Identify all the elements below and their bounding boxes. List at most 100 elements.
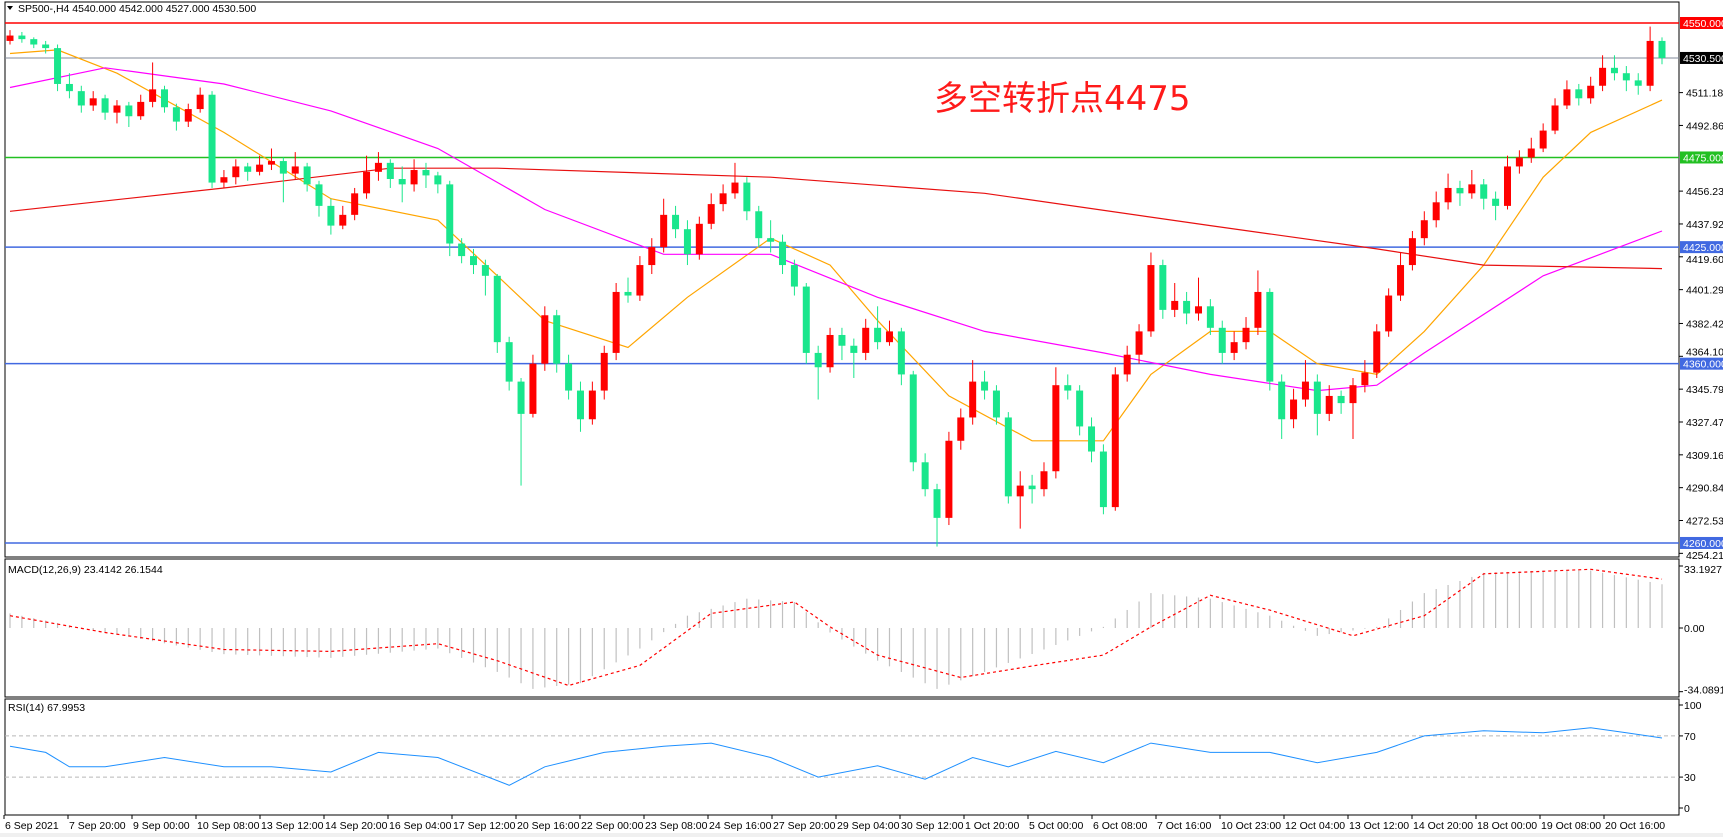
candle-bear <box>981 381 989 391</box>
candle-bear <box>576 390 584 420</box>
price-tick-label: 4437.920 <box>1686 219 1723 231</box>
candle-bear <box>1159 265 1167 310</box>
candle-bull <box>6 35 14 41</box>
time-tick-label: 7 Sep 20:00 <box>69 820 126 832</box>
candle-bull <box>969 381 977 418</box>
candle-bull <box>1646 40 1654 86</box>
candle-bull <box>196 94 204 110</box>
candle-bull <box>719 193 727 205</box>
candle-bull <box>1147 265 1155 332</box>
candle-bull <box>1361 372 1369 386</box>
candle-bear <box>1004 417 1012 497</box>
rsi-panel[interactable] <box>4 698 1680 816</box>
candle-bull <box>137 101 145 117</box>
rsi-title: RSI(14) 67.9953 <box>8 702 85 714</box>
time-tick-label: 1 Oct 20:00 <box>965 820 1019 832</box>
candle-bear <box>850 345 858 353</box>
candle-bear <box>30 39 38 45</box>
time-tick-label: 10 Oct 23:00 <box>1221 820 1281 832</box>
macd-tick-label: 33.1927 <box>1684 564 1722 576</box>
price-tick-label: 4327.475 <box>1686 417 1723 429</box>
candle-bear <box>517 381 525 414</box>
time-tick-label: 13 Oct 12:00 <box>1349 820 1409 832</box>
time-tick-label: 16 Sep 04:00 <box>389 820 452 832</box>
candle-bear <box>422 170 430 176</box>
candle-bull <box>220 177 228 183</box>
price-tick-label: 4290.845 <box>1686 483 1723 495</box>
candle-bear <box>565 363 573 391</box>
time-tick-label: 5 Oct 00:00 <box>1029 820 1083 832</box>
candle-bear <box>1278 381 1286 420</box>
candle-bull <box>1468 184 1476 194</box>
candle-bear <box>481 265 489 276</box>
candle-bull <box>351 193 359 215</box>
price-level-tag <box>1680 151 1723 164</box>
candle-bear <box>897 331 905 375</box>
candle-bear <box>909 374 917 463</box>
candle-bull <box>1539 130 1547 149</box>
dropdown-triangle-icon[interactable] <box>7 6 13 10</box>
candle-bull <box>1325 395 1333 414</box>
candle-bear <box>1206 306 1214 328</box>
time-tick-label: 9 Sep 00:00 <box>133 820 190 832</box>
candle-bull <box>636 265 644 296</box>
candle-bear <box>1076 390 1084 427</box>
time-tick-label: 29 Sep 04:00 <box>837 820 900 832</box>
candle-bear <box>1266 291 1274 382</box>
candle-bear <box>161 89 169 108</box>
candle-bull <box>529 363 537 414</box>
candle-bear <box>1183 300 1191 314</box>
price-tick-label: 4492.865 <box>1686 120 1723 132</box>
macd-title: MACD(12,26,9) 23.4142 26.1544 <box>8 564 163 576</box>
price-level-label: 4425.000 <box>1683 242 1723 254</box>
candle-bull <box>256 164 264 172</box>
candle-bull <box>232 166 240 178</box>
candle-bull <box>695 223 703 255</box>
candle-bull <box>1397 265 1405 296</box>
candle-bull <box>885 331 893 343</box>
candle-bear <box>755 211 763 239</box>
candle-bear <box>1480 184 1488 199</box>
candle-bull <box>1111 374 1119 508</box>
price-level-tag <box>1680 51 1723 64</box>
rsi-plot <box>5 727 1679 786</box>
candle-bull <box>541 315 549 364</box>
macd-tick-label: 0.00 <box>1684 623 1705 635</box>
candle-bear <box>458 243 466 257</box>
time-tick-label: 13 Sep 12:00 <box>261 820 324 832</box>
candle-bull <box>1290 399 1298 420</box>
candle-bear <box>101 98 109 113</box>
candle-bull <box>1040 471 1048 490</box>
candle-bear <box>743 182 751 212</box>
price-level-tag <box>1680 536 1723 549</box>
chart-title: SP500-,H4 4540.000 4542.000 4527.000 453… <box>18 3 256 15</box>
candle-bear <box>1610 67 1618 74</box>
candle-bull <box>113 105 121 113</box>
candle-bull <box>1194 306 1202 314</box>
candle-bull <box>1171 300 1179 310</box>
price-level-label: 4360.000 <box>1683 359 1723 371</box>
candle-bear <box>921 462 929 490</box>
candle-bull <box>267 161 275 165</box>
rsi-tick-label: 0 <box>1684 803 1690 815</box>
candle-bear <box>1456 187 1464 194</box>
rsi-line <box>9 727 1663 786</box>
candle-bear <box>1218 327 1226 353</box>
candle-bull <box>410 170 418 185</box>
time-tick-label: 30 Sep 12:00 <box>901 820 964 832</box>
candle-bear <box>933 489 941 518</box>
candle-bull <box>731 182 739 194</box>
candle-bear <box>683 229 691 255</box>
time-tick-label: 10 Sep 08:00 <box>197 820 260 832</box>
candle-bull <box>1123 354 1131 375</box>
candle-bull <box>707 204 715 224</box>
candle-bear <box>398 178 406 185</box>
candle-bull <box>1503 166 1511 206</box>
candle-bull <box>184 109 192 122</box>
price-tick-label: 4272.530 <box>1686 516 1723 528</box>
candle-bull <box>1444 187 1452 203</box>
candle-bear <box>65 83 73 92</box>
candle-bear <box>446 184 454 244</box>
price-level-label: 4530.500 <box>1683 53 1723 65</box>
